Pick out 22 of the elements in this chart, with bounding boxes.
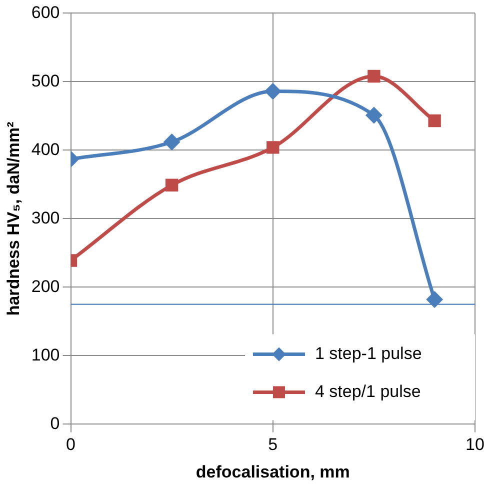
y-tick-label: 0 bbox=[50, 414, 60, 433]
point bbox=[366, 108, 382, 124]
point bbox=[265, 84, 281, 100]
y-tick-label: 400 bbox=[31, 140, 60, 159]
x-tick-label: 0 bbox=[66, 435, 76, 454]
point bbox=[164, 134, 180, 150]
y-tick-label: 500 bbox=[31, 71, 60, 90]
y-tick-label: 100 bbox=[31, 345, 60, 364]
x-tick-label: 5 bbox=[268, 435, 278, 454]
x-axis-title: defocalisation, mm bbox=[196, 462, 350, 482]
point bbox=[368, 70, 380, 83]
x-tick-label: 10 bbox=[466, 435, 484, 454]
point bbox=[426, 292, 442, 308]
point bbox=[266, 141, 280, 154]
point bbox=[428, 114, 441, 128]
point bbox=[165, 178, 178, 192]
y-tick-label: 600 bbox=[31, 2, 60, 22]
y-tick-label: 300 bbox=[31, 208, 60, 228]
y-tick-label: 200 bbox=[31, 276, 60, 296]
legend-label: 1 step-1 pulse bbox=[315, 344, 422, 363]
y-axis-title: hardness HV₅, daN/mm² bbox=[4, 121, 23, 316]
legend-label: 4 step/1 pulse bbox=[315, 382, 421, 401]
